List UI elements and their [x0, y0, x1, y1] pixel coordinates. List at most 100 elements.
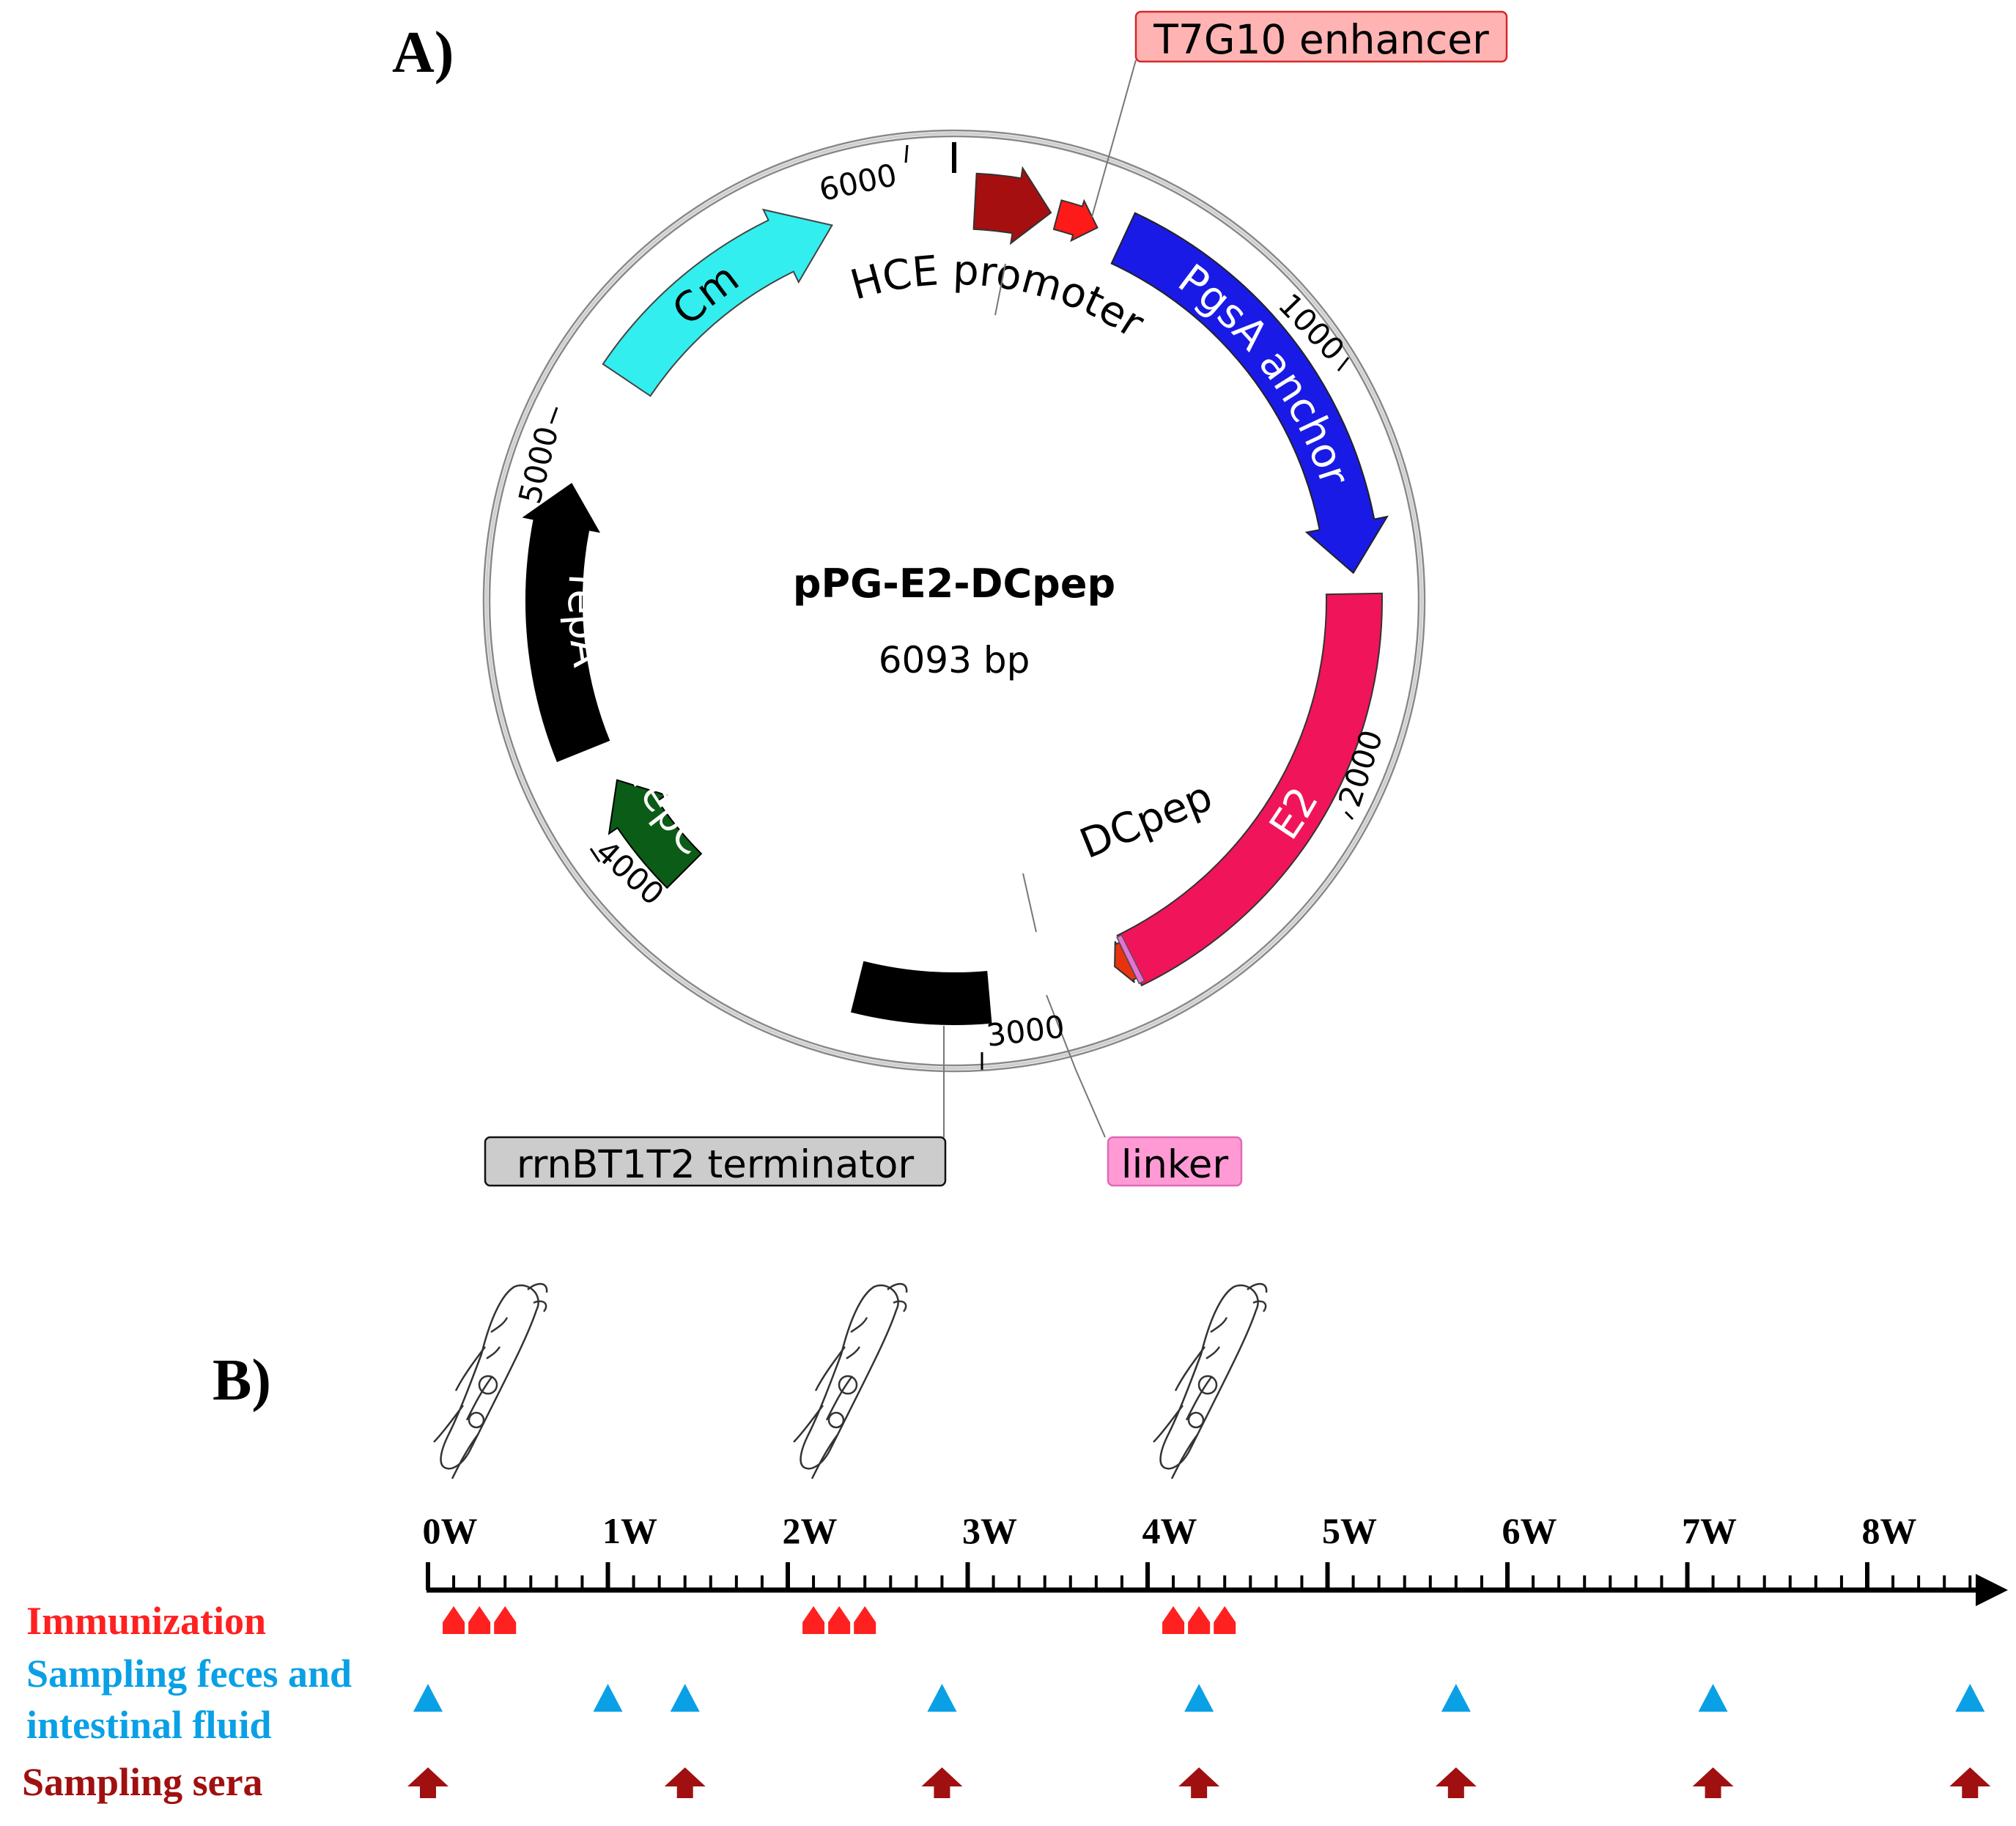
- tick-2000-mark: [1344, 810, 1354, 821]
- t7g10-callout-box: [1134, 10, 1508, 63]
- mouse-limbs: [793, 1346, 854, 1479]
- t7g10-callout: T7G10 enhancer: [1153, 16, 1489, 63]
- immunization-marker: [1188, 1606, 1211, 1634]
- row-label-immunization: Immunization: [26, 1599, 266, 1643]
- linker-callout: linker: [1121, 1142, 1228, 1187]
- tick-6000: 6000: [816, 144, 909, 208]
- pgsa-anchor-arrow: [1110, 212, 1389, 574]
- week-label: 6W: [1502, 1510, 1557, 1551]
- immunization-marker: [1162, 1606, 1185, 1634]
- tick-6000-label: 6000: [816, 157, 900, 208]
- tick-6000-mark: [904, 144, 909, 163]
- linker-segment: [1116, 934, 1145, 985]
- repa-label-text: repA: [558, 573, 611, 670]
- mouse-icon: [433, 1283, 548, 1479]
- immunization-marker: [828, 1606, 851, 1634]
- timeline-ticks: [426, 1562, 1972, 1590]
- timeline-arrowhead: [1976, 1574, 2008, 1606]
- panel-b-label: B): [213, 1348, 271, 1413]
- mouse-icons: [433, 1283, 1268, 1479]
- plasmid-backbone-outer: [482, 129, 1426, 1073]
- immunization-marker: [802, 1606, 825, 1634]
- sera-sampling-marker: [1692, 1767, 1734, 1798]
- feces-sampling-markers: [413, 1684, 1985, 1712]
- week-label: 8W: [1862, 1510, 1917, 1551]
- row-label-feces-line1: Sampling feces and: [26, 1652, 352, 1696]
- mouse-limbs: [433, 1346, 494, 1479]
- week-label: 1W: [602, 1510, 657, 1551]
- mouse-fur: [486, 1317, 509, 1360]
- e2-gene-block: [1116, 592, 1383, 987]
- tick-1000-mark: [1337, 357, 1350, 372]
- mouse-icon: [1153, 1283, 1268, 1479]
- panel-a-label: A): [392, 21, 454, 85]
- feces-sampling-marker: [593, 1684, 623, 1712]
- mouse-ear: [887, 1283, 908, 1312]
- sera-sampling-marker: [1949, 1767, 1991, 1798]
- sera-sampling-marker: [664, 1767, 706, 1798]
- sera-sampling-markers: [407, 1767, 1991, 1798]
- feces-sampling-marker: [1955, 1684, 1985, 1712]
- immunization-markers: [443, 1606, 1236, 1634]
- plasmid-size: 6093 bp: [879, 639, 1030, 681]
- week-label: 0W: [423, 1510, 478, 1551]
- sera-sampling-marker: [1178, 1767, 1220, 1798]
- plasmid-backbone-fill: [485, 132, 1423, 1070]
- row-label-feces-line2: intestinal fluid: [26, 1703, 272, 1747]
- t7g10-enhancer-arrow: [1052, 199, 1099, 243]
- pgsa-label: PgsA anchor: [1170, 255, 1359, 492]
- week-label: 7W: [1682, 1510, 1737, 1551]
- tick-5000-mark: [550, 407, 558, 424]
- sera-sampling-marker: [407, 1767, 448, 1798]
- repa-label: repA: [558, 573, 611, 670]
- plasmid-map-panel: A) Cm PgsA anchor E2 repA repC HCE p: [392, 10, 1508, 1187]
- rrnbt1t2-terminator-block: [850, 961, 992, 1025]
- repa-gene-arrow: [522, 482, 610, 763]
- plasmid-backbone-inner: [488, 135, 1420, 1067]
- mouse-fur: [1205, 1317, 1228, 1360]
- feces-sampling-marker: [1184, 1684, 1214, 1712]
- immunization-marker: [443, 1606, 465, 1634]
- rrnb-callout: rrnBT1T2 terminator: [517, 1142, 915, 1187]
- plasmid-name: pPG-E2-DCpep: [793, 561, 1115, 607]
- pgsa-label-text: PgsA anchor: [1170, 255, 1359, 492]
- timeline-week-labels: 0W 1W 2W 3W 4W 5W 6W 7W 8W: [423, 1510, 1917, 1551]
- hce-promoter-arrow: [972, 166, 1052, 245]
- linker-leader-line: [1046, 994, 1106, 1138]
- feces-sampling-marker: [413, 1684, 443, 1712]
- immunization-marker: [1214, 1606, 1236, 1634]
- rrnb-callout-box: [484, 1136, 947, 1187]
- mouse-ear: [1247, 1283, 1268, 1312]
- feces-sampling-marker: [670, 1684, 700, 1712]
- immunization-marker: [468, 1606, 491, 1634]
- mouse-hand: [838, 1375, 858, 1395]
- mouse-hand: [1197, 1375, 1218, 1395]
- dcpep-callout: DCpep: [1074, 772, 1219, 868]
- mouse-ear: [527, 1283, 548, 1312]
- immunization-marker: [494, 1606, 517, 1634]
- mouse-limbs: [1153, 1346, 1214, 1479]
- immunization-schedule-panel: B) 0W 1W 2W 3W 4W 5W 6W 7W 8W Immunization Sampl…: [22, 1283, 2008, 1804]
- feces-sampling-marker: [1441, 1684, 1471, 1712]
- dcpep-leader-line: [1022, 873, 1037, 933]
- feces-sampling-marker: [927, 1684, 957, 1712]
- tick-4000-mark: [589, 848, 601, 862]
- repc-gene-arrow: [608, 779, 703, 890]
- mouse-icon: [793, 1283, 908, 1479]
- week-label: 4W: [1142, 1510, 1197, 1551]
- feces-sampling-marker: [1698, 1684, 1728, 1712]
- mouse-hand: [478, 1375, 498, 1395]
- mouse-fur: [846, 1317, 868, 1360]
- dcpep-arrow: [1114, 941, 1138, 983]
- week-label: 3W: [962, 1510, 1017, 1551]
- mouse-hand: [468, 1411, 485, 1429]
- sera-sampling-marker: [1435, 1767, 1477, 1798]
- week-label: 2W: [783, 1510, 838, 1551]
- tick-3000-label: 3000: [984, 1008, 1066, 1054]
- sera-sampling-marker: [921, 1767, 963, 1798]
- immunization-marker: [854, 1606, 876, 1634]
- hce-leader-line: [994, 263, 1006, 316]
- mouse-hand: [827, 1411, 845, 1429]
- mouse-hand: [1187, 1411, 1205, 1429]
